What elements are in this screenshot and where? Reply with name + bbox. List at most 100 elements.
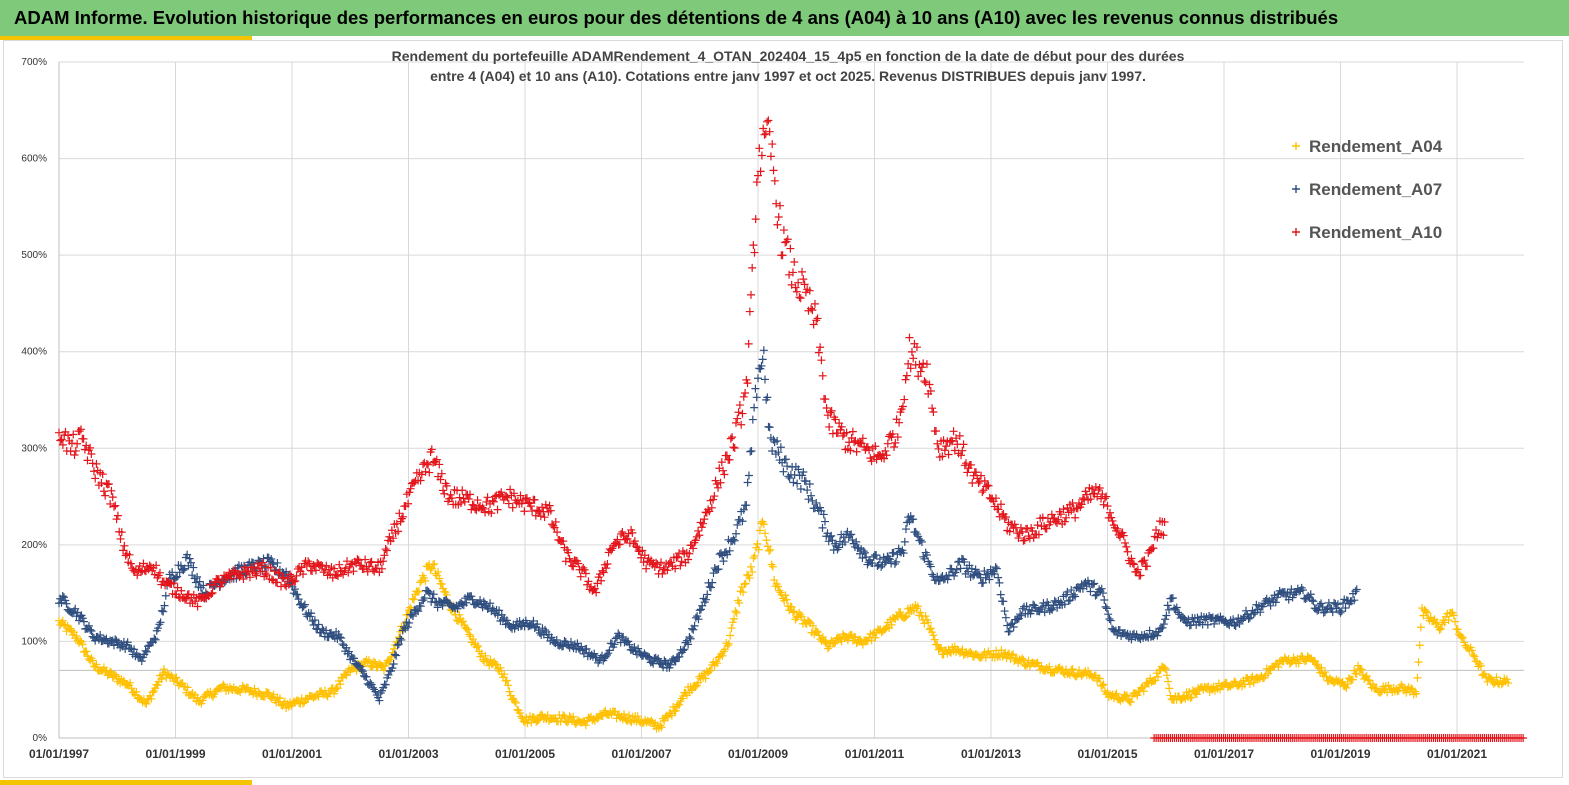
- rendement-a07-point: [685, 632, 694, 641]
- y-tick-label: 700%: [21, 57, 47, 68]
- rendement-a10-point: [974, 479, 983, 488]
- rendement-a07-point: [179, 566, 188, 575]
- rendement-a04-point: [1192, 690, 1201, 699]
- rendement-a07-point: [533, 620, 542, 629]
- rendement-a10-point: [576, 572, 585, 581]
- rendement-a07-point: [1017, 611, 1026, 620]
- rendement-a10-point: [947, 436, 956, 445]
- rendement-a04-point: [754, 545, 763, 554]
- rendement-a07-point: [991, 563, 1000, 572]
- rendement-a10-point: [1128, 559, 1137, 568]
- rendement-a10-point: [119, 546, 128, 555]
- rendement-a10-point: [568, 561, 577, 570]
- rendement-a10-point: [821, 395, 830, 404]
- rendement-a07-point: [310, 616, 319, 625]
- rendement-a07-point: [697, 605, 706, 614]
- rendement-a04-point: [264, 688, 273, 697]
- rendement-a10-point: [726, 434, 735, 443]
- rendement-a07-point: [299, 602, 308, 611]
- rendement-a04-point: [723, 641, 732, 650]
- rendement-a07-point: [776, 443, 785, 452]
- rendement-a10-point: [488, 496, 497, 505]
- rendement-a07-point: [1231, 621, 1240, 630]
- rendement-a04-point: [1165, 684, 1174, 693]
- rendement-a04-point: [724, 639, 733, 648]
- rendement-a07-point: [195, 577, 204, 586]
- data-points: [55, 116, 1528, 742]
- rendement-a07-point: [397, 635, 406, 644]
- rendement-a10-point: [882, 451, 891, 460]
- rendement-a04-point: [762, 536, 771, 545]
- rendement-a10-point: [760, 130, 769, 139]
- rendement-a07-point: [79, 617, 88, 626]
- rendement-a10-point: [755, 144, 764, 153]
- rendement-a07-point: [559, 642, 568, 651]
- legend-marker: [1292, 185, 1300, 193]
- rendement-a10-point: [101, 491, 110, 500]
- rendement-a07-point: [996, 590, 1005, 599]
- rendement-a07-point: [1004, 627, 1013, 636]
- rendement-a10-point: [377, 564, 386, 573]
- rendement-a07-point: [889, 548, 898, 557]
- rendement-a04-point: [147, 694, 156, 703]
- accent-bar-bottom: [0, 780, 252, 785]
- rendement-a10-point: [203, 590, 212, 599]
- rendement-a04-point: [1421, 607, 1430, 616]
- rendement-a04-point: [1007, 651, 1016, 660]
- rendement-a04-point: [1139, 687, 1148, 696]
- rendement-a04-point: [429, 560, 438, 569]
- rendement-a04-point: [326, 689, 335, 698]
- rendement-a10-point: [814, 348, 823, 357]
- rendement-a07-point: [249, 558, 258, 567]
- rendement-a10-point: [865, 446, 874, 455]
- rendement-a10-point: [607, 546, 616, 555]
- rendement-a04-point: [1187, 693, 1196, 702]
- rendement-a07-point: [744, 471, 753, 480]
- rendement-a10-point: [597, 576, 606, 585]
- rendement-a10-point: [182, 594, 191, 603]
- rendement-a04-point: [1065, 670, 1074, 679]
- rendement-a10-point: [245, 573, 254, 582]
- rendement-a10-point: [1115, 533, 1124, 542]
- rendement-a04-point: [472, 643, 481, 652]
- rendement-a04-point: [1453, 625, 1462, 634]
- rendement-a04-point: [782, 595, 791, 604]
- rendement-a10-point: [741, 388, 750, 397]
- rendement-a07-point: [1009, 623, 1018, 632]
- rendement-a10-point: [410, 478, 419, 487]
- rendement-a07-point: [733, 520, 742, 529]
- rendement-a07-point: [774, 448, 783, 457]
- rendement-a04-point: [687, 686, 696, 695]
- rendement-a04-point: [459, 617, 468, 626]
- rendement-a10-point: [1106, 508, 1115, 517]
- rendement-a10-point: [914, 372, 923, 381]
- rendement-a10-point: [227, 574, 236, 583]
- rendement-a07-point: [860, 548, 869, 557]
- rendement-a10-point: [672, 553, 681, 562]
- rendement-a04-point: [887, 620, 896, 629]
- rendement-a07-point: [1005, 627, 1014, 636]
- rendement-a07-point: [730, 536, 739, 545]
- rendement-a07-point: [922, 551, 931, 560]
- rendement-a10-point: [191, 597, 200, 606]
- rendement-a10-point: [759, 124, 768, 133]
- rendement-a10-point: [929, 408, 938, 417]
- y-tick-label: 200%: [21, 540, 47, 551]
- rendement-a04-point: [465, 630, 474, 639]
- rendement-a10-point: [655, 563, 664, 572]
- rendement-a04-point: [1317, 663, 1326, 672]
- rendement-a10-point: [1153, 533, 1162, 542]
- rendement-a07-point: [654, 654, 663, 663]
- rendement-a10-point: [805, 286, 814, 295]
- rendement-a10-point: [1130, 560, 1139, 569]
- rendement-a04-point: [731, 607, 740, 616]
- rendement-a10-point: [770, 176, 779, 185]
- rendement-a10-point: [1139, 556, 1148, 565]
- rendement-a04-point: [998, 652, 1007, 661]
- rendement-a04-point: [569, 712, 578, 721]
- rendement-a07-point: [324, 633, 333, 642]
- rendement-a10-point: [458, 486, 467, 495]
- rendement-a04-point: [1356, 665, 1365, 674]
- rendement-a04-point: [924, 618, 933, 627]
- rendement-a04-point: [452, 616, 461, 625]
